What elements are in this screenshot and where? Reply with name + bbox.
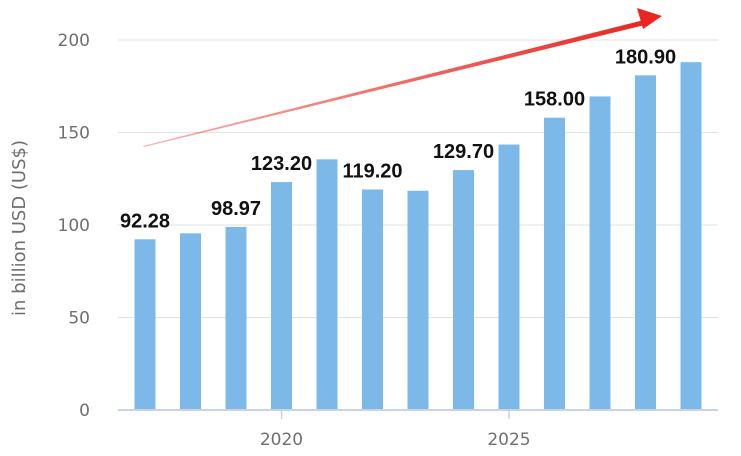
bar: [498, 144, 520, 410]
bar: [134, 239, 156, 410]
data-label: 180.90: [615, 46, 676, 68]
bar: [225, 226, 247, 410]
data-label: 129.70: [433, 141, 494, 163]
y-tick-label: 100: [58, 216, 90, 236]
bar: [635, 75, 656, 411]
y-axis-ticks: 0 50 100 150 200: [58, 31, 90, 421]
y-tick-label: 50: [68, 309, 90, 329]
bar: [362, 189, 383, 410]
bar: [589, 96, 611, 411]
bars: [134, 62, 702, 411]
bar: [544, 117, 565, 410]
y-axis-title: in billion USD (US$): [9, 140, 30, 316]
bar: [680, 62, 702, 410]
bar: [316, 159, 338, 410]
data-label: 158.00: [524, 89, 585, 111]
y-tick-label: 200: [58, 31, 90, 51]
x-tick-label: 2020: [260, 430, 303, 450]
bar: [271, 182, 292, 410]
data-label: 119.20: [342, 160, 402, 182]
bar: [453, 170, 474, 410]
bar: [407, 190, 429, 410]
data-label: 98.97: [211, 198, 261, 220]
trend-arrow-shaft: [143, 19, 649, 147]
data-label: 123.20: [251, 153, 312, 175]
y-tick-label: 150: [58, 124, 90, 144]
y-tick-label: 0: [79, 401, 90, 421]
bar: [180, 233, 201, 410]
data-label: 92.28: [120, 210, 170, 232]
x-axis-ticks: 2020 2025: [260, 410, 531, 450]
trend-arrow: [143, 8, 662, 147]
x-tick-label: 2025: [487, 430, 530, 450]
trend-arrow-head: [637, 8, 662, 29]
data-labels: 92.28 98.97 123.20 119.20 129.70 158.00 180.90: [120, 46, 676, 232]
